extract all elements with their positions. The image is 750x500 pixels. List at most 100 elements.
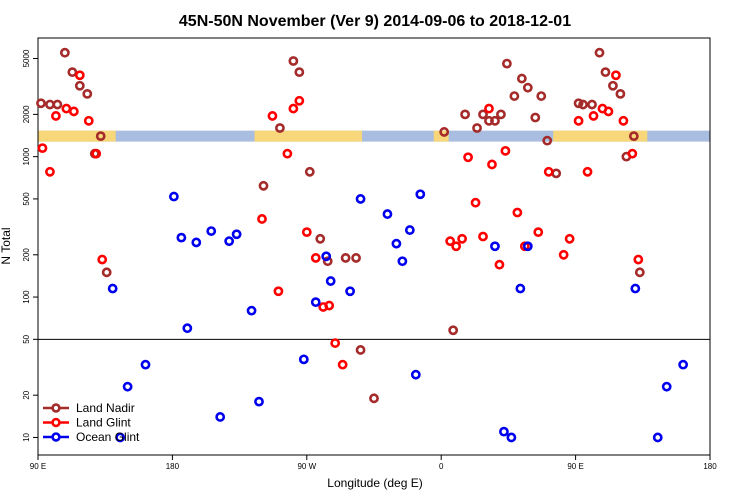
land-nadir-point xyxy=(516,73,527,84)
land-nadir-point xyxy=(578,99,588,110)
land-nadir-point xyxy=(472,123,482,133)
y-tick-label: 50 xyxy=(22,334,31,343)
land-glint-point xyxy=(310,253,321,263)
land-glint-point xyxy=(273,286,284,297)
ocean-glint-point xyxy=(168,191,179,202)
y-tick-label: 20 xyxy=(22,390,31,399)
plot-frame xyxy=(37,37,711,456)
land-nadir-point xyxy=(634,267,645,278)
land-glint-point xyxy=(294,95,305,106)
land-band-segment xyxy=(38,130,116,142)
land-glint-point xyxy=(45,166,55,177)
land-nadir-point xyxy=(275,123,285,133)
y-tick-label: 200 xyxy=(22,248,31,262)
land-nadir-point xyxy=(288,56,299,66)
land-glint-point xyxy=(573,115,584,126)
x-axis-label: Longitude (deg E) xyxy=(327,476,422,490)
land-nadir-point xyxy=(95,131,106,142)
land-glint-point xyxy=(257,214,267,224)
land-glint-point xyxy=(633,254,644,265)
y-tick-label: 10 xyxy=(22,432,31,441)
land-glint-point xyxy=(301,227,312,238)
ocean-glint-point xyxy=(140,359,151,370)
land-glint-point xyxy=(603,106,614,117)
land-glint-point xyxy=(618,115,629,126)
land-nadir-legend-marker xyxy=(51,403,61,413)
ocean-glint-point xyxy=(224,236,235,247)
land-glint-point xyxy=(588,111,599,121)
land-nadir-point xyxy=(460,109,470,120)
land-glint-point xyxy=(494,259,505,270)
ocean-glint-point xyxy=(490,241,500,252)
land-glint-point xyxy=(451,241,462,252)
land-glint-point xyxy=(457,233,468,244)
chart-title: 45N-50N November (Ver 9) 2014-09-06 to 2… xyxy=(179,13,571,30)
land-nadir-point xyxy=(36,98,46,109)
ocean-glint-point xyxy=(206,226,217,236)
land-glint-point xyxy=(470,197,481,208)
land-nadir-point xyxy=(628,131,639,142)
land-glint-point xyxy=(512,207,523,218)
land-nadir-point xyxy=(509,91,520,101)
ocean-glint-point xyxy=(522,241,533,252)
land-nadir-point xyxy=(530,112,541,123)
land-band-segment xyxy=(359,130,363,142)
ocean-glint-point xyxy=(661,381,672,392)
land-glint-point xyxy=(337,359,348,370)
ocean-glint-point xyxy=(355,194,366,204)
y-axis-label: N Total xyxy=(0,227,13,264)
ocean-glint-point xyxy=(176,232,187,243)
axes: 90 E 180 90 W 0 90 E 180 10 20 50 100 200 500 1000 20… xyxy=(22,37,717,471)
ocean-glint-point xyxy=(499,426,509,437)
ocean-glint-point xyxy=(652,432,663,443)
x-tick-label: 180 xyxy=(703,462,717,471)
land-nadir-point xyxy=(502,58,512,69)
land-glint-point xyxy=(51,111,61,121)
land-nadir-point xyxy=(478,109,488,120)
land-nadir-point xyxy=(369,393,379,404)
land-nadir-point xyxy=(74,80,85,91)
y-tick-label: 5000 xyxy=(22,49,31,67)
ocean-band xyxy=(38,130,710,142)
land-nadir-point xyxy=(608,80,618,91)
land-glint-point xyxy=(487,159,497,170)
land-glint-point xyxy=(267,111,278,121)
land-glint-point xyxy=(91,148,102,159)
ocean-glint-legend-label: Ocean Glint xyxy=(76,430,140,444)
x-tick-label: 90 E xyxy=(567,462,583,471)
land-nadir-point xyxy=(573,98,584,109)
land-nadir-point xyxy=(101,267,112,278)
land-glint-point xyxy=(330,338,341,348)
land-nadir-point xyxy=(536,91,547,101)
land-nadir-point xyxy=(322,256,333,267)
ocean-glint-point xyxy=(404,225,415,235)
land-nadir-point xyxy=(551,168,562,179)
land-nadir-point xyxy=(587,99,597,110)
ocean-glint-point xyxy=(391,238,402,249)
x-tick-label: 0 xyxy=(439,462,444,471)
land-nadir-legend-label: Land Nadir xyxy=(76,401,135,415)
land-nadir-point xyxy=(448,325,459,336)
ocean-glint-point xyxy=(122,381,133,392)
ocean-glint-point xyxy=(321,251,332,262)
land-nadir-point xyxy=(52,99,63,110)
ocean-glint-point xyxy=(325,276,336,286)
land-glint-point xyxy=(564,233,575,244)
land-glint-point xyxy=(484,103,494,114)
ocean-glint-point xyxy=(107,283,118,294)
x-tick-label: 90 E xyxy=(30,462,46,471)
land-glint-point xyxy=(68,106,79,117)
land-glint-point xyxy=(61,103,72,114)
land-glint-point xyxy=(83,115,94,126)
land-glint-point xyxy=(500,145,511,156)
ocean-glint-point xyxy=(410,369,421,380)
ocean-glint-point xyxy=(254,396,264,407)
land-nadir-point xyxy=(600,67,611,78)
land-glint-point xyxy=(37,143,48,154)
land-glint-point xyxy=(282,148,293,159)
land-nadir-point xyxy=(82,88,93,99)
ocean-glint-point xyxy=(231,229,242,240)
land-nadir-point xyxy=(490,115,500,126)
ocean-glint-point xyxy=(215,412,226,422)
